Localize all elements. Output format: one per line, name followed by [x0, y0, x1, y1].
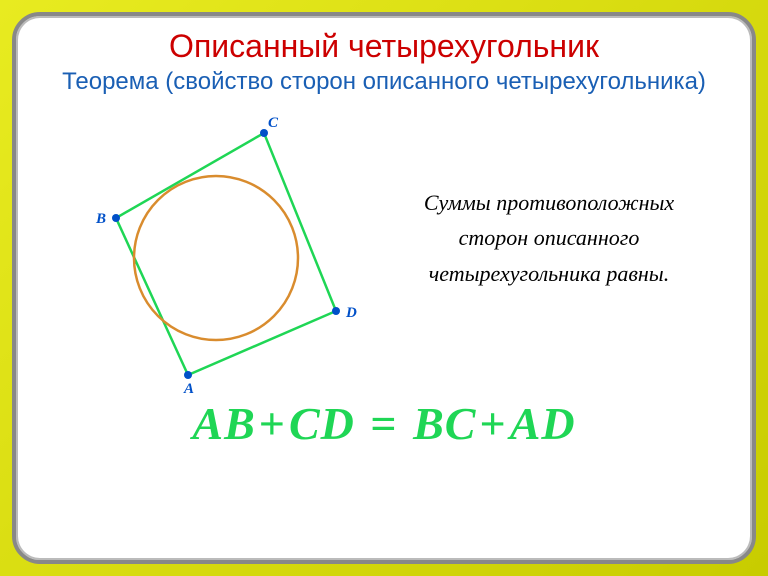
dot-A — [184, 371, 192, 379]
formula-term-AB: AB — [192, 398, 255, 449]
formula-term-BC: BC — [413, 398, 476, 449]
label-C: C — [268, 115, 279, 131]
theorem-text: Суммы противоположных сторон описанного … — [386, 185, 722, 321]
formula-term-CD: CD — [289, 398, 355, 449]
dot-B — [112, 214, 120, 222]
inscribed-circle — [134, 176, 298, 340]
content-row: A B C D Суммы противоположных сторон опи… — [46, 103, 722, 403]
formula: AB+CD = BC+AD — [46, 397, 722, 450]
equals: = — [367, 398, 400, 449]
vertex-C: C — [260, 115, 279, 137]
slide-title: Описанный четырехугольник — [46, 28, 722, 65]
plus-2: + — [476, 398, 509, 449]
theorem-line-1: Суммы противоположных — [386, 185, 712, 220]
formula-term-AD: AD — [510, 398, 576, 449]
geometry-diagram: A B C D — [46, 103, 386, 403]
theorem-line-3: четырехугольника равны. — [386, 256, 712, 291]
label-A: A — [183, 381, 194, 397]
vertex-B: B — [95, 211, 120, 227]
diagram-svg: A B C D — [46, 103, 386, 403]
label-D: D — [345, 305, 357, 321]
vertex-A: A — [183, 371, 194, 397]
vertex-D: D — [332, 305, 357, 321]
slide-subtitle: Теорема (свойство сторон описанного четы… — [46, 67, 722, 97]
dot-C — [260, 129, 268, 137]
label-B: B — [95, 211, 106, 227]
slide-card: Описанный четырехугольник Теорема (свойс… — [12, 12, 756, 564]
theorem-line-2: сторон описанного — [386, 220, 712, 255]
dot-D — [332, 307, 340, 315]
plus-1: + — [256, 398, 289, 449]
